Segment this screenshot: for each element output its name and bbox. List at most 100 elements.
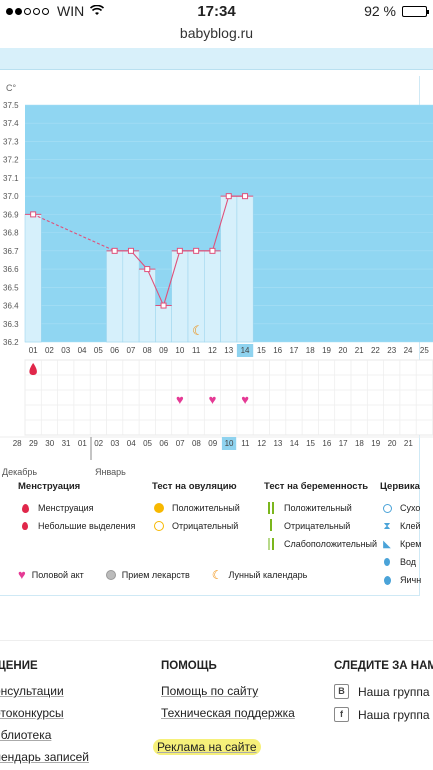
calendar-date: 10 [225,439,234,448]
temperature-point [30,211,37,218]
legend-label: Менструация [38,503,94,513]
signal-dot-icon [42,7,49,15]
temperature-point [242,193,249,200]
clock: 17:34 [197,3,236,20]
facebook-icon: f [334,707,349,722]
legend-label: Небольшие выделения [38,521,136,531]
temperature-line [130,250,148,270]
legend-title: Цервика [380,481,420,492]
calendar-date: 06 [159,439,168,448]
day-label: 10 [175,346,184,355]
temperature-chart: 37.5 37.4 37.3 37.2 37.1 37.0 36.9 36.8 36.7 36.6… [0,101,433,460]
address-bar-url[interactable]: babyblog.ru [179,25,254,41]
footer-link[interactable]: Техническая поддержка [161,706,295,720]
day-label: 16 [273,346,282,355]
temperature-line [146,268,165,306]
temperature-point [209,247,216,254]
footer-col-help: ПОМОЩЬ Помощь по сайту Техническая подде… [153,660,295,762]
day-label: 23 [387,346,396,355]
signal-dot-icon [6,7,13,15]
footer-link[interactable]: онсультации [0,684,64,698]
legend-item: Вод [380,553,421,571]
calendar-date: 16 [322,439,331,448]
footer-link[interactable]: иблиотека [0,728,52,742]
day-label: 03 [61,346,70,355]
footer-link[interactable]: отоконкурсы [0,706,64,720]
signal-dot-icon [33,7,40,15]
single-bar-icon [270,519,272,533]
temperature-bar [171,250,189,343]
calendar-date: 11 [241,439,250,448]
day-label: 12 [208,346,217,355]
day-label: 09 [159,346,168,355]
calendar-date: 01 [78,439,87,448]
day-highlight [236,344,254,357]
legend-item: Слабоположительный [264,535,377,553]
legend-item: Положительный [264,499,377,517]
day-label: 21 [355,346,364,355]
y-tick-label: 36.3 [3,320,19,329]
legend-label: Крем [400,539,422,549]
page-header-band [0,48,433,70]
legend-item: Менструация [18,499,135,517]
small-drop-icon [22,522,28,530]
legend-item: Небольшие выделения [18,517,135,535]
social-link[interactable]: В Наша группа в [334,684,433,699]
legend-item: ☾ Лунный календарь [212,568,308,582]
leaf-icon: ◣ [383,538,391,550]
calendar-date: 18 [355,439,364,448]
calendar-date: 13 [273,439,282,448]
day-label: 19 [322,346,331,355]
day-label: 25 [420,346,429,355]
ring-icon [382,503,392,513]
temperature-bar [220,195,238,343]
legend-label: Положительный [284,503,352,513]
footer-heading: ЩЕНИЕ [0,660,38,672]
status-bar: WIN 17:34 92 % [0,0,433,22]
day-label: 06 [110,346,119,355]
calendar-date: 14 [290,439,299,448]
legend-title: Менструация [18,481,81,492]
calendar-date: 21 [404,439,413,448]
calendar-date: 09 [208,439,217,448]
temperature-point [193,247,200,254]
day-label: 02 [45,346,54,355]
drop-icon [21,503,29,513]
temperature-bar [24,214,42,343]
footer-link-highlighted[interactable]: Реклама на сайте [153,739,295,755]
calendar-date: 19 [371,439,380,448]
footer-heading: СЛЕДИТЕ ЗА НАМИ [334,660,433,672]
legend-item: Сухо [380,499,421,517]
menstruation-drop-icon [29,363,37,375]
day-label: 22 [371,346,380,355]
calendar-date: 02 [94,439,103,448]
legend-ovulation: Тест на овуляцию Положительный Отрицател… [152,481,240,535]
y-tick-label: 36.7 [3,247,19,256]
day-label: 15 [257,346,266,355]
calendar-date: 28 [13,439,22,448]
day-label: 17 [289,346,298,355]
social-link[interactable]: f Наша группа н [334,707,433,722]
day-label: 24 [404,346,413,355]
month-next: Январь [95,467,126,477]
day-label: 07 [126,346,135,355]
temperature-bar [204,250,221,343]
legend-label: Сухо [400,503,421,513]
legend-item: Яичн [380,571,421,589]
legend-label: Лунный календарь [228,569,308,580]
footer-link[interactable]: Помощь по сайту [161,684,259,698]
highlighted-link-label: Реклама на сайте [153,739,261,755]
y-tick-label: 36.4 [3,302,19,311]
temperature-point [176,247,183,254]
moon-icon: ☾ [211,567,223,582]
legend-item: Отрицательный [264,517,377,535]
footer-link[interactable]: лендарь записей [0,750,89,764]
day-label: 04 [78,346,87,355]
y-tick-label: 37.2 [3,156,19,165]
calendar-date: 03 [110,439,119,448]
y-tick-label: 37.0 [3,192,19,201]
day-label: 05 [94,346,103,355]
month-prev: Декабрь [2,467,38,477]
calendar-date: 31 [62,439,71,448]
footer-heading: ПОМОЩЬ [161,660,217,672]
